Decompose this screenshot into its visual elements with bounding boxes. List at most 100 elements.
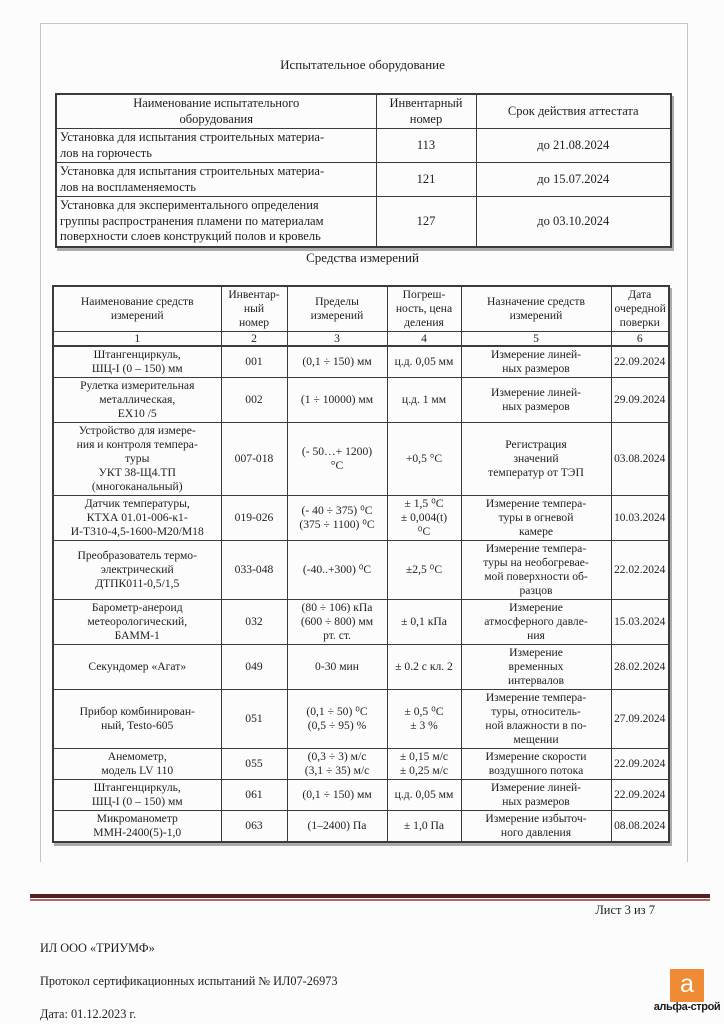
inventory-cell: 001 [220,345,288,378]
footer-divider-dark-line [30,894,710,898]
table-row: Микроманометр ММН-2400(5)-1,0 063 (1–240… [52,810,670,843]
inventory-cell: 051 [220,689,288,749]
next-check-cell: 08.08.2024 [610,810,670,843]
error-cell: ± 0.2 с кл. 2 [386,644,462,690]
page-frame-border [40,23,688,862]
equipment-name-cell: Установка для испытания строительных мат… [55,128,377,163]
table-row: Преобразователь термо- электрический ДТП… [52,540,670,600]
table-row: Установка для испытания строительных мат… [55,128,672,163]
table-row: Установка для экспериментального определ… [55,196,672,247]
test-equipment-table: Наименование испытательного оборудования… [55,93,672,248]
footer-info-block: ИЛ ООО «ТРИУМФ» Протокол сертификационны… [40,923,338,1024]
column-number: 6 [610,331,670,347]
inventory-cell: 113 [375,128,477,163]
inventory-cell: 049 [220,644,288,690]
header-error-scale: Погреш- ность, цена деления [386,285,462,332]
measuring-instruments-table: Наименование средств измерений Инвентар-… [52,285,670,843]
inventory-cell: 002 [220,377,288,423]
next-check-cell: 15.03.2024 [610,599,670,645]
column-number: 1 [52,331,222,347]
next-check-cell: 22.02.2024 [610,540,670,600]
equipment-name-cell: Установка для экспериментального определ… [55,196,377,247]
table-header-row: Наименование средств измерений Инвентар-… [52,285,670,332]
next-check-cell: 28.02.2024 [610,644,670,690]
next-check-cell: 29.09.2024 [610,377,670,423]
table-row: Прибор комбинирован- ный, Testo-605 051 … [52,689,670,749]
error-cell: ± 1,0 Па [386,810,462,843]
inventory-cell: 061 [220,779,288,811]
error-cell: ц.д. 1 мм [386,377,462,423]
sheet-number-label: Лист 3 из 7 [595,903,655,917]
instrument-name-cell: Штангенциркуль, ШЦ-I (0 – 150) мм [52,779,222,811]
instrument-name-cell: Секундомер «Агат» [52,644,222,690]
header-equipment-name: Наименование испытательного оборудования [55,93,377,129]
table-row: Анемометр, модель LV 110 055 (0,3 ÷ 3) м… [52,748,670,780]
inventory-cell: 032 [220,599,288,645]
table-row: Датчик температуры, КТХА 01.01-006-к1- И… [52,495,670,541]
table-row: Устройство для измере- ния и контроля те… [52,422,670,496]
purpose-cell: Регистрация значений температур от ТЭП [460,422,612,496]
next-check-cell: 22.09.2024 [610,779,670,811]
instrument-name-cell: Рулетка измерительная металлическая, ЕХ1… [52,377,222,423]
instrument-name-cell: Штангенциркуль, ШЦ-I (0 – 150) мм [52,345,222,378]
purpose-cell: Измерение атмосферного давле- ния [460,599,612,645]
alfa-stroy-logo-icon: а [670,969,704,1002]
header-next-check-date: Дата очередной поверки [610,285,670,332]
header-measuring-range: Пределы измерений [286,285,388,332]
instrument-name-cell: Прибор комбинирован- ный, Testo-605 [52,689,222,749]
error-cell: ±2,5 ⁰С [386,540,462,600]
equipment-name-cell: Установка для испытания строительных мат… [55,162,377,197]
alfa-stroy-logo-caption: альфа-строй [653,1001,721,1013]
table-row: Секундомер «Агат» 049 0-30 мин ± 0.2 с к… [52,644,670,690]
error-cell: ± 0,5 ⁰С ± 3 % [386,689,462,749]
inventory-cell: 007-018 [220,422,288,496]
purpose-cell: Измерение временных интервалов [460,644,612,690]
purpose-cell: Измерение темпера- туры в огневой камере [460,495,612,541]
purpose-cell: Измерение линей- ных размеров [460,779,612,811]
column-number: 3 [286,331,388,347]
purpose-cell: Измерение скорости воздушного потока [460,748,612,780]
range-cell: (- 40 ÷ 375) ⁰С (375 ÷ 1100) ⁰С [286,495,388,541]
inventory-cell: 033-048 [220,540,288,600]
purpose-cell: Измерение избыточ- ного давления [460,810,612,843]
purpose-cell: Измерение линей- ных размеров [460,345,612,378]
column-number-row: 1 2 3 4 5 6 [52,331,670,347]
section-title-test-equipment: Испытательное оборудование [280,57,445,72]
table-row: Рулетка измерительная металлическая, ЕХ1… [52,377,670,423]
table-row: Штангенциркуль, ШЦ-I (0 – 150) мм 001 (0… [52,345,670,378]
next-check-cell: 22.09.2024 [610,345,670,378]
header-certificate-validity: Срок действия аттестата [475,93,672,129]
header-inventory-number: Инвентарный номер [375,93,477,129]
table-header-row: Наименование испытательного оборудования… [55,93,672,129]
validity-cell: до 03.10.2024 [475,196,672,247]
column-number: 4 [386,331,462,347]
instrument-name-cell: Датчик температуры, КТХА 01.01-006-к1- И… [52,495,222,541]
footer-divider-light-line [30,899,710,901]
next-check-cell: 10.03.2024 [610,495,670,541]
range-cell: (0,3 ÷ 3) м/с (3,1 ÷ 35) м/с [286,748,388,780]
range-cell: (1 ÷ 10000) мм [286,377,388,423]
inventory-cell: 055 [220,748,288,780]
purpose-cell: Измерение темпера- туры на необогревае- … [460,540,612,600]
inventory-cell: 127 [375,196,477,247]
error-cell: ± 1,5 ⁰С ± 0,004(t) ⁰С [386,495,462,541]
next-check-cell: 22.09.2024 [610,748,670,780]
range-cell: (80 ÷ 106) кПа (600 ÷ 800) мм рт. ст. [286,599,388,645]
inventory-cell: 121 [375,162,477,197]
instrument-name-cell: Преобразователь термо- электрический ДТП… [52,540,222,600]
inventory-cell: 063 [220,810,288,843]
purpose-cell: Измерение темпера- туры, относитель- ной… [460,689,612,749]
header-instrument-name: Наименование средств измерений [52,285,222,332]
table-row: Установка для испытания строительных мат… [55,162,672,197]
range-cell: (0,1 ÷ 50) ⁰С (0,5 ÷ 95) % [286,689,388,749]
range-cell: 0-30 мин [286,644,388,690]
footer-divider-rule [30,894,710,901]
next-check-cell: 03.08.2024 [610,422,670,496]
purpose-cell: Измерение линей- ных размеров [460,377,612,423]
error-cell: ц.д. 0,05 мм [386,779,462,811]
error-cell: ц.д. 0,05 мм [386,345,462,378]
instrument-name-cell: Барометр-анероид метеорологический, БАММ… [52,599,222,645]
column-number: 2 [220,331,288,347]
footer-date: Дата: 01.12.2023 г. [40,1006,137,1021]
